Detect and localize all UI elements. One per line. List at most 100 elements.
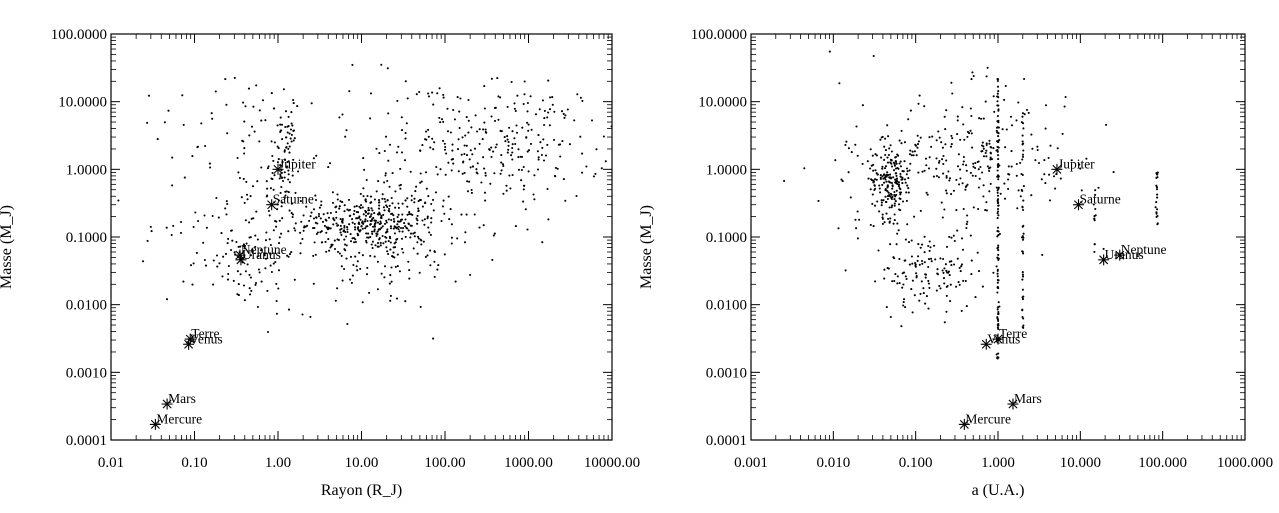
planet-label: Terre [999, 326, 1027, 341]
exoplanet-point [889, 158, 892, 161]
exoplanet-point [870, 164, 873, 167]
exoplanet-point [283, 150, 286, 153]
exoplanet-point [515, 124, 518, 127]
exoplanet-point [894, 160, 898, 164]
exoplanet-point [974, 166, 977, 170]
planet-label: Venus [987, 331, 1020, 346]
exoplanet-point [910, 288, 913, 291]
exoplanet-point [548, 108, 552, 111]
exoplanet-point [248, 134, 251, 137]
exoplanet-point [880, 199, 883, 202]
exoplanet-point [204, 264, 208, 267]
exoplanet-point [500, 154, 503, 157]
exoplanet-point [452, 108, 455, 112]
exoplanet-point [909, 162, 912, 165]
exoplanet-point [388, 207, 391, 210]
exoplanet-point [900, 325, 903, 328]
exoplanet-point [856, 237, 859, 240]
exoplanet-point [548, 124, 551, 127]
exoplanet-point [902, 283, 905, 286]
exoplanet-point [379, 241, 382, 244]
exoplanet-point [899, 160, 902, 163]
exoplanet-point [547, 218, 550, 221]
exoplanet-point [403, 222, 406, 225]
exoplanet-point [467, 98, 470, 102]
exoplanet-point [984, 151, 987, 155]
exoplanet-point [404, 235, 407, 238]
exoplanet-point [966, 135, 969, 138]
exoplanet-point [446, 130, 450, 133]
exoplanet-point [950, 134, 953, 137]
exoplanet-point [1022, 252, 1025, 255]
exoplanet-point [948, 177, 952, 180]
exoplanet-point [367, 236, 370, 239]
exoplanet-point [409, 236, 412, 239]
exoplanet-point [969, 234, 972, 237]
exoplanet-point [970, 114, 973, 118]
exoplanet-point [892, 169, 896, 172]
exoplanet-point [386, 199, 389, 202]
exoplanet-point [945, 310, 948, 313]
exoplanet-point [283, 196, 286, 199]
exoplanet-point [997, 104, 1000, 107]
exoplanet-point [249, 276, 252, 279]
exoplanet-point [858, 218, 861, 221]
exoplanet-point [312, 254, 315, 257]
exoplanet-point [1056, 147, 1059, 150]
exoplanet-point [272, 107, 276, 110]
exoplanet-point [408, 213, 411, 216]
exoplanet-point [895, 177, 899, 180]
exoplanet-point [163, 121, 166, 124]
exoplanet-point [1097, 186, 1100, 189]
exoplanet-point [258, 109, 261, 112]
exoplanet-point [890, 165, 894, 168]
exoplanet-point [894, 156, 897, 159]
exoplanet-point [374, 219, 378, 222]
exoplanet-point [249, 254, 252, 257]
exoplanet-point [929, 246, 932, 249]
exoplanet-point [546, 116, 549, 119]
exoplanet-point [1021, 153, 1025, 156]
exoplanet-point [482, 224, 485, 227]
exoplanet-point [604, 160, 607, 163]
exoplanet-point [910, 154, 913, 157]
exoplanet-point [869, 223, 872, 226]
exoplanet-point [222, 255, 225, 258]
exoplanet-point [888, 147, 891, 150]
exoplanet-point [893, 164, 897, 167]
exoplanet-point [525, 136, 528, 139]
exoplanet-point [256, 305, 259, 309]
exoplanet-point [359, 192, 362, 195]
exoplanet-point [390, 266, 393, 269]
exoplanet-point [996, 150, 999, 153]
exoplanet-point [283, 171, 286, 174]
exoplanet-point [939, 257, 942, 260]
exoplanet-point [889, 173, 892, 176]
exoplanet-point [942, 271, 945, 274]
exoplanet-point [896, 182, 899, 186]
exoplanet-point [947, 270, 950, 273]
exoplanet-point [893, 190, 896, 194]
exoplanet-point [359, 267, 362, 270]
exoplanet-point [1034, 159, 1037, 162]
exoplanet-point [393, 242, 396, 245]
exoplanet-point [371, 246, 374, 250]
exoplanet-point [286, 165, 289, 168]
exoplanet-point [288, 151, 291, 154]
exoplanet-point [384, 200, 387, 203]
exoplanet-point [445, 152, 448, 155]
exoplanet-point [971, 174, 974, 177]
exoplanet-point [490, 155, 493, 159]
exoplanet-point [416, 214, 419, 217]
exoplanet-point [384, 240, 387, 243]
exoplanet-point [553, 174, 557, 177]
exoplanet-point [270, 177, 273, 180]
exoplanet-point [272, 262, 275, 265]
exoplanet-point [344, 243, 347, 246]
x-tick-label: 1.00 [265, 455, 291, 471]
exoplanet-point [301, 237, 304, 241]
exoplanet-point [398, 230, 401, 233]
exoplanet-point [309, 215, 312, 218]
exoplanet-point [517, 156, 520, 159]
exoplanet-point [943, 208, 946, 211]
